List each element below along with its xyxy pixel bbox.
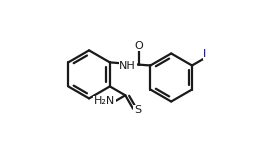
Text: I: I bbox=[203, 49, 207, 59]
Text: O: O bbox=[135, 41, 143, 51]
Text: H₂N: H₂N bbox=[94, 96, 116, 106]
Text: NH: NH bbox=[119, 62, 136, 71]
Text: S: S bbox=[134, 105, 141, 115]
